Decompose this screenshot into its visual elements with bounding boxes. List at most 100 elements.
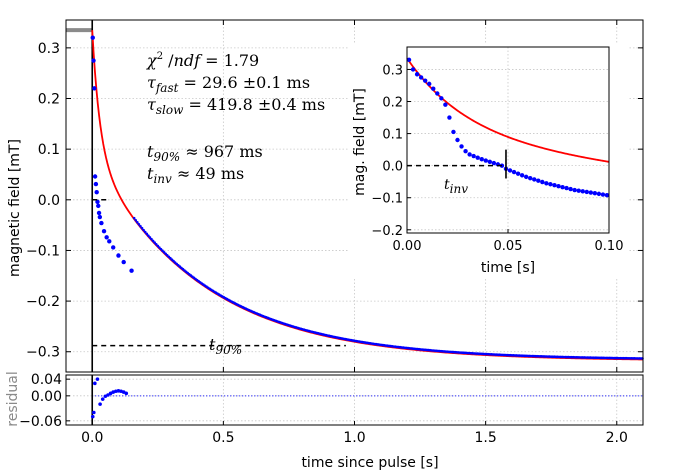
inset-y-tick-label: −0.1 [371, 192, 403, 207]
inset-data-point [475, 155, 480, 160]
t90-marker-label: t90% [209, 335, 242, 357]
inset-y-tick-label: 0.1 [382, 128, 403, 143]
main-data-point [95, 199, 100, 205]
main-data-point [96, 210, 102, 216]
main-data-point [91, 58, 96, 63]
inset-data-point [552, 183, 557, 188]
residual-data-point [92, 410, 96, 415]
inset-data-point [491, 160, 497, 166]
main-y-tick-label: 0.2 [38, 92, 60, 108]
fit-annotations: χ2 /ndf = 1.79 τfast = 29.6 ±0.1 ms τslo… [146, 51, 325, 357]
main-y-ticks: −0.3 −0.2 −0.1 0.0 0.1 0.2 0.3 [26, 41, 643, 361]
inset-data-point [540, 179, 545, 185]
main-data-point [99, 220, 104, 226]
inset-data-point [532, 177, 537, 182]
inset-data-point [463, 149, 468, 154]
main-data-point [101, 229, 107, 234]
residual-data-point [98, 402, 102, 406]
inset-y-ticks: −0.2 −0.1 0.0 0.1 0.2 0.3 [371, 63, 411, 239]
main-data-point [107, 239, 112, 244]
inset-data-point [572, 187, 577, 193]
inset-data-point [564, 185, 569, 191]
inset-data-point [483, 158, 488, 163]
residual-data-point [93, 381, 97, 386]
residual-y-ticks: 0.040.00 −0.06 [19, 372, 70, 430]
inset-tinv-label: tinv [444, 177, 468, 196]
residual-y-tick-label: −0.06 [19, 414, 62, 430]
main-data-point [159, 247, 163, 251]
inset-data-point [528, 175, 533, 181]
inset-data-point [435, 91, 440, 96]
main-data-point [145, 232, 149, 236]
inset-data-point [406, 57, 412, 63]
main-data-point [92, 86, 97, 91]
main-data-point [142, 228, 145, 232]
main-data-point [148, 236, 152, 239]
inset-data-point [467, 152, 472, 157]
residual-data-point [100, 397, 105, 401]
x-tick-label: 0.0 [81, 430, 103, 446]
main-data-point [150, 237, 153, 241]
x-tick-label: 1.5 [475, 430, 497, 446]
inset-y-tick-label: −0.2 [371, 224, 403, 239]
main-y-axis-label: magnetic field [mT] [7, 139, 23, 277]
inset-x-ticks: 0.00 0.05 0.10 [393, 229, 623, 254]
main-data-point [143, 230, 147, 234]
inset-data-point [447, 115, 452, 120]
inset-y-tick-label: 0.2 [382, 96, 403, 111]
x-tick-label: 2.0 [606, 430, 628, 446]
main-y-tick-label: 0.1 [38, 142, 60, 158]
inset-data-point [584, 189, 589, 195]
main-data-point [93, 181, 99, 187]
inset-data-point [560, 184, 565, 190]
inset-data-point [431, 86, 436, 91]
inset-data-point [580, 189, 585, 194]
main-data-point [90, 35, 95, 40]
inset-data-point [536, 178, 541, 183]
inset-data-point [544, 181, 549, 186]
inset-data-point [443, 102, 448, 107]
inset-data-point [439, 96, 444, 101]
inset-data-point [511, 169, 517, 175]
inset-data-point [471, 153, 476, 159]
tinv-annotation: tinv ≈ 49 ms [147, 164, 244, 186]
main-y-tick-label: −0.3 [26, 345, 60, 361]
inset-y-tick-label: 0.3 [382, 63, 403, 78]
main-data-point [147, 234, 150, 237]
inset-data-point [592, 191, 598, 196]
main-data-point [97, 214, 103, 220]
inset-data-point [507, 168, 513, 173]
residual-plot-panel: 0.040.00 −0.06 0.0 0.5 1.0 1.5 2.0 residual t… [5, 371, 644, 471]
inset-plot-panel: −0.2 −0.1 0.0 0.1 0.2 0.3 0.00 0.05 0.10 tinv m… [349, 43, 629, 277]
inset-data-point [576, 188, 581, 193]
main-y-tick-label: −0.1 [26, 243, 60, 259]
main-data-point [96, 203, 101, 209]
inset-data-point [568, 186, 573, 192]
inset-data-point [556, 183, 561, 189]
main-data-point [154, 242, 158, 246]
inset-data-points [406, 57, 610, 198]
tau-fast-label: τfast = 29.6 ±0.1 ms [147, 73, 310, 95]
residual-y-axis-label: residual [5, 371, 21, 426]
inset-data-point [451, 129, 456, 135]
residual-data-point [124, 391, 129, 396]
inset-y-tick-label: 0.0 [382, 160, 403, 175]
inset-data-point [487, 159, 493, 165]
inset-data-point [588, 190, 594, 195]
main-data-point [104, 235, 109, 240]
main-data-point [94, 190, 99, 195]
x-tick-label: 0.5 [212, 430, 234, 446]
main-data-point [121, 259, 126, 265]
main-data-point [111, 245, 116, 250]
main-data-points [90, 35, 644, 360]
inset-data-point [479, 157, 484, 162]
residual-data-points [90, 377, 129, 419]
main-data-point [151, 239, 155, 243]
inset-data-point [410, 67, 416, 72]
inset-data-point [422, 78, 428, 83]
main-plot-frame [65, 19, 644, 373]
main-data-point [153, 241, 156, 244]
inset-data-point [455, 137, 460, 143]
inset-data-point [600, 192, 606, 197]
inset-data-point [418, 75, 424, 80]
